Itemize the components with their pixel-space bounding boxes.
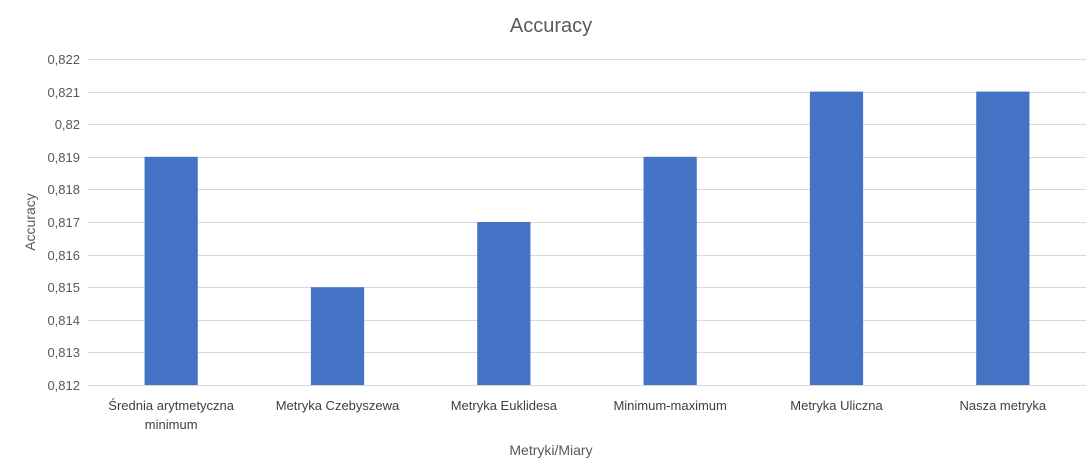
x-axis-ticks: Średnia arytmetyczna minimum Metryka Czeby… (108, 398, 1047, 432)
y-tick-label: 0,815 (47, 280, 80, 295)
y-tick-label: 0,821 (47, 85, 80, 100)
x-tick-label: minimum (145, 417, 198, 432)
bar (643, 156, 697, 385)
y-tick-label: 0,822 (47, 52, 80, 67)
chart-title: Accuracy (510, 15, 592, 37)
bar (310, 287, 365, 385)
y-tick-label: 0,813 (47, 345, 80, 360)
y-axis-ticks: 0,812 0,813 0,814 0,815 0,816 0,817 0,818 0,819… (47, 52, 80, 393)
x-tick-label: Średnia arytmetyczna (108, 398, 234, 413)
x-tick-label: Metryka Uliczna (790, 398, 883, 413)
bar (477, 222, 531, 385)
y-tick-label: 0,816 (47, 248, 80, 263)
y-tick-label: 0,812 (47, 378, 80, 393)
y-tick-label: 0,817 (47, 215, 80, 230)
x-tick-label: Nasza metryka (959, 398, 1046, 413)
x-tick-label: Minimum-maximum (613, 398, 726, 413)
y-tick-label: 0,819 (47, 150, 80, 165)
gridlines (88, 59, 1086, 386)
bar (976, 91, 1030, 385)
y-tick-label: 0,82 (55, 117, 80, 132)
y-axis-label: Accuracy (22, 193, 38, 251)
bar (809, 91, 864, 385)
x-tick-label: Metryka Euklidesa (451, 398, 558, 413)
bars (144, 91, 1030, 385)
x-axis-label: Metryki/Miary (509, 442, 592, 458)
x-tick-label: Metryka Czebyszewa (276, 398, 400, 413)
y-tick-label: 0,814 (47, 313, 80, 328)
y-tick-label: 0,818 (47, 182, 80, 197)
bar (144, 156, 198, 385)
